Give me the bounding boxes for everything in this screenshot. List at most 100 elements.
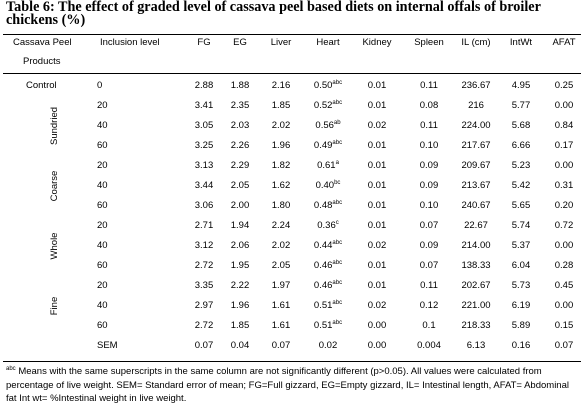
cell-spleen: 0.08 bbox=[408, 100, 450, 112]
cell-eg-value: 1.95 bbox=[230, 260, 250, 271]
cell-il: 22.67 bbox=[453, 220, 499, 232]
cell-spleen: 0.10 bbox=[408, 140, 450, 152]
row-inclusion-level: 20 bbox=[97, 280, 108, 291]
cell-fg: 3.25 bbox=[187, 140, 221, 152]
cell-intwt: 6.66 bbox=[504, 140, 538, 152]
cell-il: 240.67 bbox=[453, 200, 499, 212]
header-kidney: Kidney bbox=[362, 37, 392, 48]
cell-eg: 2.35 bbox=[223, 100, 257, 112]
cell-heart-value: 0.50 bbox=[313, 80, 333, 91]
cell-spleen-value: 0.08 bbox=[419, 100, 439, 111]
cell-fg: 3.12 bbox=[187, 240, 221, 252]
cell-liver: 2.05 bbox=[264, 260, 298, 272]
cell-intwt-value: 6.66 bbox=[511, 140, 531, 151]
cell-afat-value: 0.45 bbox=[554, 280, 574, 291]
cell-spleen-value: 0.09 bbox=[419, 160, 439, 171]
heart-superscript: abc bbox=[332, 299, 343, 306]
cell-afat-value: 0.00 bbox=[554, 300, 574, 311]
group-label-whole: Whole bbox=[49, 232, 60, 260]
cell-spleen: 0.07 bbox=[408, 260, 450, 272]
cell-afat: 0.84 bbox=[548, 120, 580, 132]
cell-eg: 2.00 bbox=[223, 200, 257, 212]
cell-heart: 0.46abc bbox=[305, 280, 351, 292]
cell-intwt: 5.89 bbox=[504, 320, 538, 332]
cell-heart-value: 0.48 bbox=[313, 200, 333, 211]
cell-fg: 2.88 bbox=[187, 80, 221, 92]
cell-afat-value: 0.72 bbox=[554, 220, 574, 231]
cell-intwt: 5.42 bbox=[504, 180, 538, 192]
cell-spleen: 0.1 bbox=[408, 320, 450, 332]
row-inclusion-level: 60 bbox=[97, 260, 108, 271]
cell-kidney-value: 0.02 bbox=[367, 120, 387, 131]
cell-heart: 0.48abc bbox=[305, 200, 351, 212]
cell-intwt-value: 4.95 bbox=[511, 80, 531, 91]
cell-eg-value: 2.26 bbox=[230, 140, 250, 151]
row-inclusion-level: SEM bbox=[97, 340, 118, 351]
cell-liver: 1.97 bbox=[264, 280, 298, 292]
cell-eg: 2.06 bbox=[223, 240, 257, 252]
cell-spleen-value: 0.07 bbox=[419, 260, 439, 271]
cell-heart-value: 0.52 bbox=[313, 100, 333, 111]
cell-intwt-value: 5.42 bbox=[511, 180, 531, 191]
cell-afat-value: 0.07 bbox=[554, 340, 574, 351]
cell-liver-value: 1.82 bbox=[271, 160, 291, 171]
row-inclusion-level: 40 bbox=[97, 120, 108, 131]
row-inclusion-level: 60 bbox=[97, 140, 108, 151]
cell-intwt-value: 0.16 bbox=[511, 340, 531, 351]
cell-heart: 0.52abc bbox=[305, 100, 351, 112]
heart-superscript: ab bbox=[333, 119, 341, 126]
table-footnote: abc Means with the same superscripts in … bbox=[6, 363, 581, 406]
cell-intwt: 5.77 bbox=[504, 100, 538, 112]
cell-afat-value: 0.31 bbox=[554, 180, 574, 191]
cell-eg-value: 1.94 bbox=[230, 220, 250, 231]
cell-intwt-value: 6.19 bbox=[511, 300, 531, 311]
cell-il: 214.00 bbox=[453, 240, 499, 252]
cell-intwt: 6.19 bbox=[504, 300, 538, 312]
cell-eg: 2.03 bbox=[223, 120, 257, 132]
cell-kidney: 0.00 bbox=[356, 320, 398, 332]
cell-kidney-value: 0.01 bbox=[367, 140, 387, 151]
cell-intwt: 0.16 bbox=[504, 340, 538, 352]
cell-kidney-value: 0.01 bbox=[367, 180, 387, 191]
cell-liver-value: 1.97 bbox=[271, 280, 291, 291]
cell-afat: 0.72 bbox=[548, 220, 580, 232]
cell-kidney: 0.01 bbox=[356, 160, 398, 172]
cell-il-value: 224.00 bbox=[461, 120, 491, 131]
cell-liver: 0.07 bbox=[264, 340, 298, 352]
cell-eg-value: 2.00 bbox=[230, 200, 250, 211]
cell-kidney-value: 0.01 bbox=[367, 260, 387, 271]
cell-il-value: 221.00 bbox=[461, 300, 491, 311]
cell-il-value: 22.67 bbox=[464, 220, 488, 231]
cell-kidney-value: 0.01 bbox=[367, 80, 387, 91]
cell-spleen-value: 0.1 bbox=[422, 320, 436, 331]
cell-eg: 1.95 bbox=[223, 260, 257, 272]
cell-kidney: 0.01 bbox=[356, 220, 398, 232]
cell-spleen: 0.11 bbox=[408, 120, 450, 132]
cell-spleen: 0.09 bbox=[408, 180, 450, 192]
cell-il: 213.67 bbox=[453, 180, 499, 192]
heart-superscript: abc bbox=[332, 99, 343, 106]
header-liver: Liver bbox=[270, 37, 292, 48]
row-inclusion-level: 20 bbox=[97, 100, 108, 111]
cell-liver: 1.96 bbox=[264, 140, 298, 152]
cell-liver: 2.16 bbox=[264, 80, 298, 92]
header-heart: Heart bbox=[316, 37, 340, 48]
cell-il-value: 213.67 bbox=[461, 180, 491, 191]
cell-heart-value: 0.51 bbox=[313, 300, 333, 311]
cell-intwt-value: 5.74 bbox=[511, 220, 531, 231]
cell-afat-value: 0.00 bbox=[554, 100, 574, 111]
cell-kidney: 0.01 bbox=[356, 180, 398, 192]
cell-kidney: 0.02 bbox=[356, 300, 398, 312]
row-inclusion-level: 60 bbox=[97, 200, 108, 211]
cell-eg-value: 2.35 bbox=[230, 100, 250, 111]
cell-kidney: 0.01 bbox=[356, 80, 398, 92]
heart-superscript: abc bbox=[332, 259, 343, 266]
cell-fg: 2.72 bbox=[187, 320, 221, 332]
cell-eg: 1.88 bbox=[223, 80, 257, 92]
header-il: IL (cm) bbox=[461, 37, 491, 48]
cell-liver-value: 1.80 bbox=[271, 200, 291, 211]
cell-kidney-value: 0.01 bbox=[367, 280, 387, 291]
cell-fg: 3.06 bbox=[187, 200, 221, 212]
row-inclusion-level: 20 bbox=[97, 220, 108, 231]
cell-heart: 0.49abc bbox=[305, 140, 351, 152]
